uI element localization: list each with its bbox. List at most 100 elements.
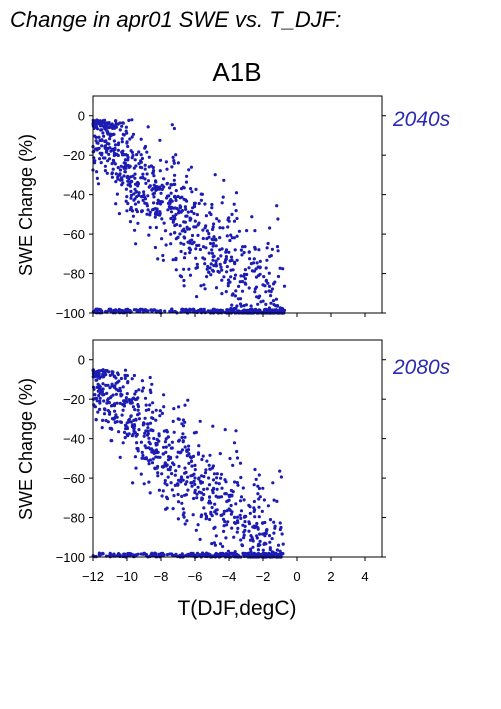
scatter-point (256, 302, 260, 306)
scatter-point (268, 548, 272, 552)
scatter-point (136, 221, 140, 225)
scatter-point (267, 534, 272, 538)
scatter-point (118, 128, 122, 132)
scatter-point (194, 256, 198, 260)
scatter-point (96, 141, 100, 145)
scatter-point (131, 405, 135, 409)
scatter-point (121, 441, 125, 445)
scatter-point (149, 164, 153, 168)
scatter-point (148, 184, 152, 188)
scatter-point (258, 259, 262, 263)
scatter-point (275, 245, 280, 249)
scatter-point (172, 494, 176, 498)
scatter-point (217, 482, 221, 486)
scatter-point (249, 262, 253, 266)
scatter-point (281, 542, 285, 546)
scatter-point (158, 138, 162, 142)
scatter-point (267, 284, 272, 288)
scatter-point (195, 309, 199, 313)
scatter-point (165, 495, 169, 499)
scatter-point (264, 290, 268, 294)
scatter-point (173, 473, 177, 477)
scatter-point (233, 550, 237, 554)
scatter-point (193, 219, 197, 223)
scatter-point (103, 164, 107, 168)
scatter-point (146, 194, 150, 198)
scatter-point (235, 456, 240, 460)
scatter-point (248, 547, 253, 551)
scatter-point (139, 137, 143, 141)
scatter-point (129, 414, 133, 418)
scatter-point (109, 309, 113, 313)
scatter-point (193, 490, 197, 495)
scatter-point (196, 451, 201, 455)
scatter-point (169, 232, 173, 236)
scatter-point (235, 234, 239, 238)
scatter-point (233, 276, 237, 281)
scatter-point (136, 447, 140, 451)
scatter-point (218, 236, 222, 240)
scatter-point (147, 462, 151, 466)
scatter-point (101, 131, 105, 135)
scatter-point (266, 281, 270, 285)
scatter-point (267, 271, 271, 275)
scatter-point (188, 241, 192, 245)
scatter-point (235, 216, 239, 221)
scatter-point (173, 194, 177, 198)
scatter-point (187, 168, 191, 172)
scatter-point (197, 221, 201, 225)
scatter-point (133, 176, 137, 180)
scatter-point (129, 189, 133, 193)
scatter-point (107, 122, 111, 126)
scatter-point (168, 456, 173, 460)
scatter-point (202, 492, 206, 497)
scatter-point (110, 162, 114, 166)
scatter-point (258, 294, 262, 298)
scatter-point (185, 225, 189, 229)
scatter-point (281, 267, 285, 271)
x-tick-label: −2 (256, 569, 271, 584)
scatter-point (176, 492, 180, 497)
scatter-point (145, 150, 149, 154)
scatter-point (253, 290, 257, 294)
scatter-point (110, 122, 114, 126)
scatter-point (122, 166, 126, 170)
scatter-point (254, 285, 259, 289)
scatter-point (279, 309, 283, 314)
scatter-point (114, 172, 118, 176)
scatter-point (164, 243, 168, 247)
scatter-point (230, 526, 234, 530)
scatter-point (254, 477, 258, 481)
scatter-point (232, 535, 236, 539)
scatter-point (207, 501, 211, 505)
scatter-point (153, 215, 157, 219)
scatter-point (208, 467, 212, 471)
scatter-point (222, 524, 226, 528)
scatter-point (227, 250, 231, 254)
scatter-point (108, 137, 112, 141)
scatter-point (171, 258, 175, 262)
scatter-point (134, 389, 138, 393)
scatter-point (110, 427, 114, 431)
scatter-point (143, 431, 147, 435)
scatter-point (143, 144, 148, 149)
scatter-point (252, 308, 256, 312)
scatter-point (172, 126, 176, 131)
scatter-point (234, 289, 238, 293)
scatter-point (158, 202, 163, 206)
scatter-point (125, 209, 129, 213)
scatter-point (242, 304, 246, 308)
scatter-point (120, 140, 124, 144)
scatter-point (231, 463, 235, 467)
scatter-point (193, 468, 197, 472)
scatter-point (178, 232, 182, 236)
scatter-point (211, 478, 216, 482)
scatter-point (248, 505, 252, 509)
scatter-point (189, 553, 193, 557)
scatter-point (193, 201, 197, 205)
scatter-point (259, 300, 263, 304)
scatter-point (140, 456, 144, 460)
scatter-point (143, 444, 147, 448)
scatter-point (183, 471, 187, 475)
scatter-point (217, 219, 221, 223)
